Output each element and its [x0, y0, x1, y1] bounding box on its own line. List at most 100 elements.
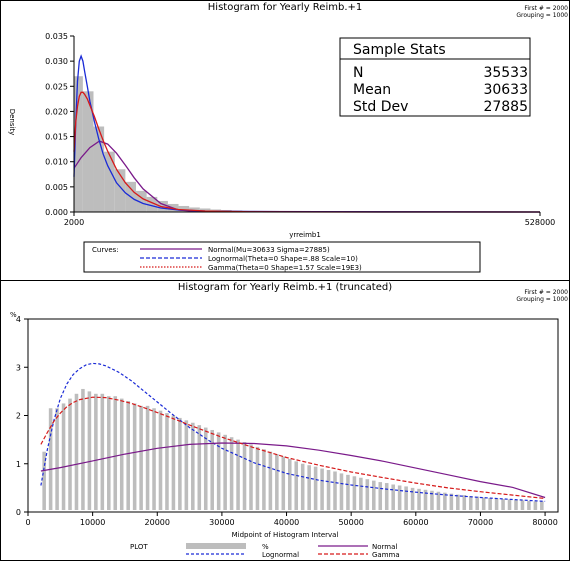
top-info-grouping: Grouping = 1000: [516, 12, 568, 19]
bottom-histogram-bar: [165, 413, 169, 510]
legend-label-normal-bottom: Normal: [372, 543, 397, 551]
bottom-histogram-bar: [307, 465, 311, 510]
top-y-tick-label: 0.010: [45, 158, 68, 167]
bottom-x-tick-label: 0: [25, 518, 30, 527]
top-y-tick-label: 0.020: [45, 107, 68, 116]
bottom-y-tick-label: 0: [16, 508, 21, 517]
bottom-curve-gamma: [40, 396, 546, 500]
bottom-histogram-bar: [249, 444, 253, 510]
bottom-histogram-bar: [178, 417, 182, 510]
bottom-histogram-bar: [507, 499, 512, 510]
bottom-histogram-bar: [391, 484, 395, 510]
stats-value-n: 35533: [483, 65, 528, 81]
legend-label-lognormal: Lognormal(Theta=0 Shape=.88 Scale=10): [208, 255, 358, 263]
bottom-axes: 0 1 2 3 4 0 10000 20000 30000 40000 50000 60000 7000…: [10, 311, 559, 527]
bottom-histogram-bar: [139, 405, 143, 510]
top-histogram-bar: [114, 169, 126, 212]
top-plot-area: 0.000 0.005 0.010 0.015 0.020 0.025 0.030 0.035…: [45, 32, 555, 227]
bottom-y-tick-label: 2: [16, 412, 21, 421]
stats-box: Sample Stats N 35533 Mean 30633 Std Dev …: [339, 37, 531, 117]
bottom-histogram-bar: [397, 485, 402, 510]
bottom-histogram-bar: [191, 422, 195, 510]
bottom-histogram-bar: [262, 449, 266, 510]
bottom-histogram-bar: [229, 437, 234, 510]
bottom-x-tick-label: 60000: [403, 518, 428, 527]
bottom-x-tick-label: 70000: [468, 518, 493, 527]
bottom-histogram-bar: [107, 396, 111, 510]
bottom-legend-title: PLOT: [130, 543, 148, 551]
bottom-histogram-bar: [527, 500, 531, 510]
bottom-histogram-bar: [171, 415, 176, 510]
legend-label-gamma: Gamma(Theta=0 Shape=1.57 Scale=19E3): [208, 264, 362, 272]
stats-label-stddev: Std Dev: [353, 99, 408, 115]
top-x-tick-label: 528000: [525, 218, 556, 227]
legend-swatch-percent: [186, 543, 246, 549]
top-y-tick-label: 0.030: [45, 57, 68, 66]
stats-value-stddev: 27885: [483, 99, 528, 115]
bottom-histogram-bar: [197, 425, 202, 510]
top-x-tick-label: 2000: [64, 218, 84, 227]
top-y-tick-label: 0.025: [45, 82, 68, 91]
top-histogram-bar: [82, 91, 94, 212]
top-x-axis-label: yrreimb1: [289, 231, 321, 239]
top-y-tick-label: 0.015: [45, 133, 68, 142]
top-legend-frame: [83, 241, 481, 273]
bottom-x-tick-label: 10000: [80, 518, 105, 527]
bottom-plot-area: 0 1 2 3 4 0 10000 20000 30000 40000 50000 60000 7000…: [10, 311, 559, 527]
bottom-histogram-bar: [352, 476, 357, 510]
top-histogram-bars: [74, 76, 285, 212]
bottom-histogram-bar: [430, 490, 434, 510]
bottom-histogram-bar: [94, 393, 98, 510]
bottom-curve-normal: [40, 442, 546, 499]
top-histogram-bar: [178, 205, 190, 212]
bottom-histogram-bar: [68, 398, 72, 510]
stats-box-frame: [339, 37, 531, 117]
bottom-x-tick-label: 30000: [209, 518, 234, 527]
bottom-histogram-bar: [74, 393, 79, 510]
bottom-histogram-bar: [158, 410, 163, 510]
bottom-info-grouping: Grouping = 1000: [516, 296, 568, 303]
top-y-tick-label: 0.035: [45, 32, 68, 41]
bottom-chart-title: Histogram for Yearly Reimb.+1 (truncated…: [178, 282, 392, 293]
top-histogram-bar: [189, 207, 200, 212]
bottom-histogram-bar: [410, 487, 415, 510]
bottom-histogram-bar: [449, 493, 454, 510]
bottom-histogram-bar: [126, 401, 130, 510]
bottom-histogram-bar: [268, 451, 273, 510]
bottom-histogram-bar: [462, 495, 467, 510]
bottom-histogram-bar: [468, 496, 473, 510]
top-y-tick-label: 0.005: [45, 183, 68, 192]
bottom-histogram-bar: [481, 497, 486, 510]
bottom-histogram-bar: [346, 474, 350, 510]
top-legend: Curves: Normal(Mu=30633 Sigma=27885) Log…: [83, 241, 481, 273]
bottom-histogram-bar: [417, 488, 421, 510]
bottom-histogram-bar: [55, 408, 59, 510]
bottom-histogram-bar: [300, 463, 305, 510]
top-info-first: First # = 2000: [524, 5, 568, 12]
bottom-histogram-bar: [501, 498, 505, 510]
bottom-x-tick-label: 20000: [145, 518, 170, 527]
bottom-histogram-bar: [533, 501, 538, 510]
bottom-histogram-bar: [42, 451, 46, 510]
bottom-y-tick-label: 4: [16, 315, 21, 324]
bottom-histogram-bar: [456, 494, 460, 510]
bottom-histogram-bar: [436, 491, 441, 510]
bottom-histogram-bar: [255, 446, 260, 510]
bottom-histogram-bar: [378, 482, 383, 510]
bottom-histogram-bar: [294, 461, 299, 510]
legend-label-percent: %: [262, 543, 269, 551]
bottom-histogram-bar: [61, 403, 66, 510]
bottom-histogram-bar: [275, 454, 279, 510]
bottom-x-axis-label: Midpoint of Histogram Interval: [232, 531, 339, 539]
bottom-histogram-bar: [540, 501, 544, 510]
bottom-histogram-bar: [365, 479, 370, 510]
bottom-histogram-bar: [242, 442, 247, 510]
bottom-curve-lognormal: [40, 362, 546, 502]
bottom-y-axis-label: %: [10, 311, 17, 319]
top-histogram-bar: [74, 76, 83, 212]
bottom-info-first: First # = 2000: [524, 289, 568, 296]
top-legend-title: Curves:: [92, 246, 119, 254]
top-chart-title: Histogram for Yearly Reimb.+1: [208, 2, 362, 13]
bottom-histogram-bar: [384, 483, 389, 510]
